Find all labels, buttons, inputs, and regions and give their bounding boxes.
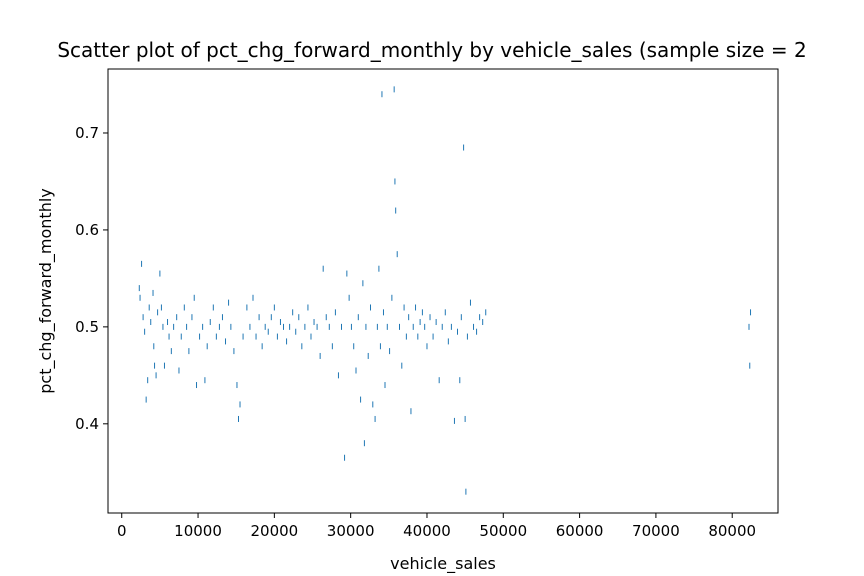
x-tick-label: 70000 [632,522,680,540]
plot-marks [138,86,752,495]
y-tick-label: 0.5 [75,318,99,336]
y-tick-label: 0.6 [75,221,99,239]
x-tick-label: 30000 [327,522,375,540]
chart-title: Scatter plot of pct_chg_forward_monthly … [57,38,806,62]
x-tick-label: 0 [117,522,127,540]
x-tick-label: 60000 [556,522,604,540]
x-tick-label: 50000 [479,522,527,540]
y-tick-label: 0.7 [75,124,99,142]
x-axis-ticks: 0 10000 20000 30000 40000 50000 60000 70000 8000… [117,513,756,540]
y-axis-ticks: 0.4 0.5 0.6 0.7 [75,124,108,433]
y-tick-label: 0.4 [75,415,99,433]
plot-frame [107,68,779,514]
x-tick-label: 10000 [174,522,222,540]
x-tick-label: 80000 [708,522,756,540]
x-axis-label: vehicle_sales [390,554,496,574]
x-tick-label: 40000 [403,522,451,540]
y-axis-label: pct_chg_forward_monthly [36,188,56,394]
x-tick-label: 20000 [250,522,298,540]
